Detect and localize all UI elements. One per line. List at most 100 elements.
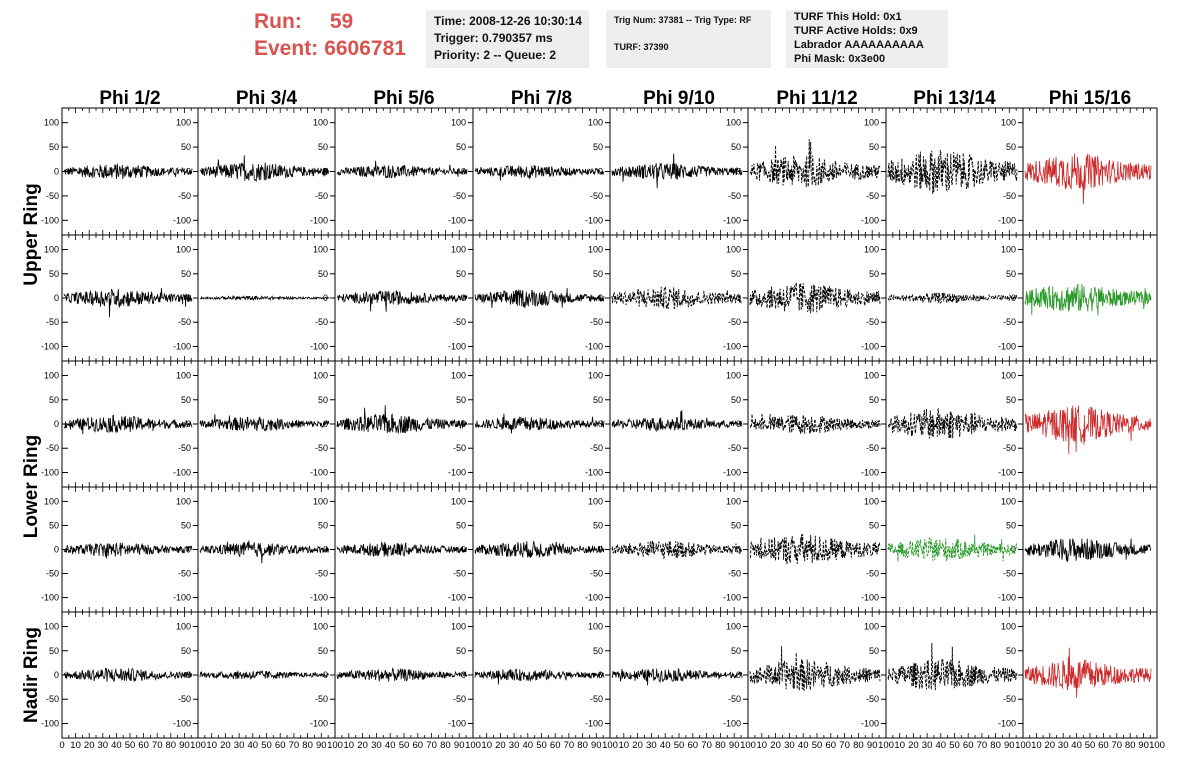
waveform-trace <box>63 287 193 318</box>
y-tick-label-right: 50 <box>318 646 328 656</box>
y-tick-label: 50 <box>49 646 59 656</box>
x-tick-label: 20 <box>770 740 781 751</box>
y-tick-label-right: 0 <box>1011 545 1016 555</box>
labrador-text: Labrador AAAAAAAAAA <box>794 39 924 51</box>
x-tick-label: 10 <box>894 740 905 751</box>
y-tick-label: 50 <box>49 520 59 530</box>
waveform-trace <box>474 668 605 685</box>
y-tick-label-right: -100 <box>723 341 741 351</box>
y-tick-label: 0 <box>54 293 59 303</box>
x-tick-label: 60 <box>413 740 424 751</box>
y-tick-label-right: -100 <box>310 718 328 728</box>
x-tick-label: 40 <box>523 740 534 751</box>
y-tick-label-right: -100 <box>723 467 741 477</box>
time-text: Time: 2008-12-26 10:30:14 <box>434 14 582 28</box>
waveform-trace <box>611 286 743 309</box>
y-tick-label-right: -50 <box>315 191 328 201</box>
y-tick-label-right: -50 <box>866 569 879 579</box>
y-tick-label-right: 50 <box>869 520 879 530</box>
y-tick-label-right: 50 <box>593 395 603 405</box>
waveform-trace <box>611 410 743 433</box>
waveform-trace <box>887 534 1018 562</box>
y-tick-label: -100 <box>41 467 59 477</box>
y-tick-label-right: -50 <box>590 694 603 704</box>
y-tick-label-right: 50 <box>181 646 191 656</box>
x-tick-label: 50 <box>674 740 685 751</box>
x-tick-label: 100 <box>190 740 206 751</box>
x-tick-label: 50 <box>125 740 136 751</box>
x-tick-label: 80 <box>1125 740 1136 751</box>
waveform-trace <box>888 408 1018 439</box>
x-tick-label: 90 <box>179 740 190 751</box>
y-tick-label: 50 <box>49 142 59 152</box>
y-tick-label-right: 50 <box>593 269 603 279</box>
run-value: 59 <box>329 10 354 33</box>
waveform-trace <box>749 282 881 314</box>
x-tick-label: 100 <box>602 740 618 751</box>
trigger-text: Trigger: 0.790357 ms <box>434 31 553 45</box>
y-tick-label-right: -50 <box>453 569 466 579</box>
waveform-trace <box>611 540 743 560</box>
y-tick-label-right: 0 <box>874 167 879 177</box>
y-tick-label-right: -100 <box>310 467 328 477</box>
waveform-trace <box>1024 405 1152 455</box>
trigger-info-box: Trig Num: 37381 -- Trig Type: RF TURF: 3… <box>606 10 771 68</box>
y-tick-label-right: -100 <box>998 341 1016 351</box>
y-tick-label-right: 50 <box>869 395 879 405</box>
y-tick-label-right: 100 <box>176 245 191 255</box>
y-tick-label-right: 100 <box>313 371 328 381</box>
row-label: Upper Ring <box>21 183 42 285</box>
x-tick-label: 10 <box>757 740 768 751</box>
waveform-trace <box>749 413 881 435</box>
x-tick-label: 60 <box>550 740 561 751</box>
y-tick-label-right: -50 <box>178 569 191 579</box>
y-tick-label-right: 0 <box>1011 167 1016 177</box>
y-tick-label: 100 <box>44 118 59 128</box>
x-tick-label: 60 <box>1098 740 1109 751</box>
turf-hold-text: TURF This Hold: 0x1 <box>794 11 902 23</box>
priority-text: Priority: 2 -- Queue: 2 <box>434 48 557 62</box>
y-tick-label-right: -100 <box>998 215 1016 225</box>
y-tick-label-right: 0 <box>1011 419 1016 429</box>
y-tick-label-right: -100 <box>861 593 879 603</box>
y-tick-label: -50 <box>46 694 59 704</box>
y-tick-label-right: -100 <box>861 467 879 477</box>
y-tick-label-right: 50 <box>869 646 879 656</box>
y-tick-label-right: -100 <box>310 215 328 225</box>
waveform-trace <box>336 541 468 558</box>
x-tick-label: 80 <box>990 740 1001 751</box>
y-tick-label-right: -50 <box>315 694 328 704</box>
waveform-trace <box>63 542 193 559</box>
y-tick-label-right: -50 <box>453 191 466 201</box>
waveform-trace <box>63 163 193 180</box>
y-tick-label-right: 0 <box>598 545 603 555</box>
phi-mask-text: Phi Mask: 0x3e00 <box>794 53 886 65</box>
y-tick-label-right: -50 <box>178 443 191 453</box>
x-tick-label: 100 <box>327 740 343 751</box>
y-tick-label-right: -100 <box>998 593 1016 603</box>
y-tick-label-right: 100 <box>1001 371 1016 381</box>
y-tick-label-right: 100 <box>451 118 466 128</box>
waveform-trace <box>1024 153 1152 205</box>
y-tick-label-right: 50 <box>1006 646 1016 656</box>
y-tick-label-right: 50 <box>181 269 191 279</box>
y-tick-label-right: -50 <box>453 317 466 327</box>
column-header: Phi 9/10 <box>643 88 715 109</box>
y-tick-label-right: -50 <box>315 443 328 453</box>
x-tick-label: 30 <box>646 740 657 751</box>
waveform-trace <box>611 153 743 189</box>
x-tick-label: 70 <box>839 740 850 751</box>
y-tick-label-right: -100 <box>861 215 879 225</box>
x-tick-label: 90 <box>729 740 740 751</box>
x-tick-label: 50 <box>1085 740 1096 751</box>
row-label: Nadir Ring <box>21 627 42 723</box>
y-tick-label-right: 50 <box>731 646 741 656</box>
y-tick-label-right: -50 <box>315 317 328 327</box>
y-tick-label-right: -100 <box>998 467 1016 477</box>
waveform-trace <box>199 670 329 680</box>
y-tick-label-right: -50 <box>1003 191 1016 201</box>
waveform-trace <box>474 165 605 181</box>
y-tick-label: 100 <box>44 622 59 632</box>
y-tick-label-right: 100 <box>451 496 466 506</box>
y-tick-label-right: -100 <box>723 718 741 728</box>
